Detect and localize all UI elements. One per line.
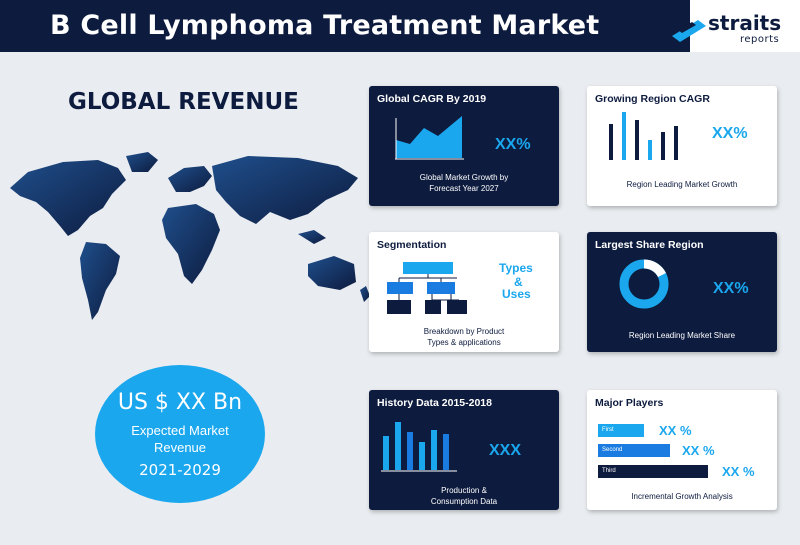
global-cagr-card: Global CAGR By 2019 XX% Global Market Gr… [369,86,559,206]
logo-subtext: reports [740,34,780,45]
card-title: Segmentation [377,239,447,251]
card-subtitle-line1: Global Market Growth by [419,173,509,182]
card-subtitle-line1: Production & [441,486,487,495]
card-subtitle-line2: Types & applications [427,338,501,347]
cagr-value: XX% [495,136,531,153]
player-label-first: First [602,427,614,433]
revenue-years: 2021-2029 [139,461,221,479]
logo-background [690,0,800,52]
card-title: Major Players [595,397,664,409]
growing-region-card: Growing Region CAGR XX% Region Leading M… [587,86,777,206]
card-subtitle-line1: Region Leading Market Share [628,331,736,340]
revenue-label-line2: Revenue [153,440,207,455]
hierarchy-icon [387,262,467,314]
player-bar-third: Third [598,465,708,478]
major-players-card: Major Players First XX % Second XX % Thi… [587,390,777,510]
player-label-third: Third [602,468,616,474]
straits-logo-icon [672,20,706,42]
card-title: History Data 2015-2018 [377,397,492,409]
global-revenue-heading: GLOBAL REVENUE [68,89,299,115]
largest-share-value: XX% [713,280,749,297]
page-title: B Cell Lymphoma Treatment Market [50,10,600,41]
player-value-second: XX % [682,443,715,458]
segmentation-types: Types [499,261,533,275]
card-subtitle-line1: Breakdown by Product [423,327,505,336]
bar-chart-icon [381,422,457,472]
player-value-first: XX % [659,423,692,438]
largest-share-card: Largest Share Region XX% Region Leading … [587,232,777,352]
card-subtitle-line1: Incremental Growth Analysis [631,492,733,501]
card-title: Growing Region CAGR [595,93,710,105]
expected-revenue-circle: US $ XX Bn Expected Market Revenue 2021-… [95,365,265,503]
area-chart-icon [395,116,464,160]
player-label-second: Second [602,447,623,453]
player-bar-first: First [598,424,644,437]
segmentation-card: Segmentation Types & Uses Breakdown by P… [369,232,559,352]
logo-wordmark: straits [708,11,782,35]
card-subtitle-line2: Consumption Data [430,497,498,506]
history-data-card: History Data 2015-2018 XXX Production & … [369,390,559,510]
history-value: XXX [489,442,522,459]
bar-chart-icon [609,112,678,160]
card-subtitle-line1: Region Leading Market Growth [626,180,738,189]
card-subtitle-line2: Forecast Year 2027 [429,184,499,193]
segmentation-ampersand: & [514,275,523,289]
revenue-label-line1: Expected Market [131,423,229,438]
card-title: Largest Share Region [595,239,704,251]
segmentation-uses: Uses [502,287,531,301]
player-bar-second: Second [598,444,670,457]
revenue-amount: US $ XX Bn [117,390,243,415]
growing-region-value: XX% [712,125,748,142]
world-map-icon [10,152,370,320]
donut-chart-icon [619,259,669,309]
player-value-third: XX % [722,464,755,479]
header-bar: B Cell Lymphoma Treatment Market [0,0,690,52]
card-title: Global CAGR By 2019 [377,93,487,105]
